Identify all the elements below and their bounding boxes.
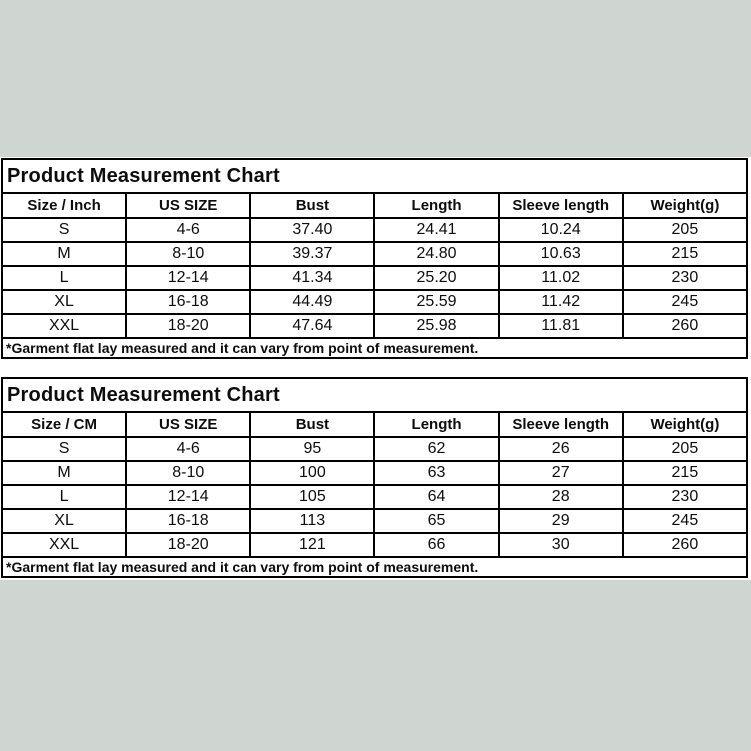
- table-cell: 39.37: [249, 241, 376, 267]
- table-cell: 47.64: [249, 313, 376, 339]
- table-cell: XXL: [0, 313, 128, 339]
- header-row: Size / Inch US SIZE Bust Length Sleeve l…: [0, 192, 749, 219]
- table-cell: 11.81: [497, 313, 624, 339]
- table-cell: 30: [497, 532, 624, 558]
- table-cell: 8-10: [125, 241, 252, 267]
- title-row: Product Measurement Chart: [1, 377, 748, 413]
- column-header-us-size: US SIZE: [125, 411, 252, 438]
- column-header-bust: Bust: [249, 411, 376, 438]
- column-header-sleeve-length: Sleeve length: [497, 192, 624, 219]
- table-cell: 28: [497, 484, 624, 510]
- table-cell: 18-20: [125, 313, 252, 339]
- table-cell: 64: [373, 484, 500, 510]
- bottom-background-band: [0, 580, 751, 751]
- table-cell: 215: [621, 460, 749, 486]
- table-row-l: L 12-14 41.34 25.20 11.02 230: [0, 265, 749, 291]
- table-cell: 100: [249, 460, 376, 486]
- footnote: *Garment flat lay measured and it can va…: [1, 556, 748, 578]
- table-cell: S: [0, 217, 128, 243]
- table-row-l: L 12-14 105 64 28 230: [0, 484, 749, 510]
- table-cell: 66: [373, 532, 500, 558]
- section-title: Product Measurement Chart: [1, 377, 748, 413]
- table-cell: XL: [0, 289, 128, 315]
- footnote: *Garment flat lay measured and it can va…: [1, 337, 748, 359]
- table-row-s: S 4-6 95 62 26 205: [0, 436, 749, 462]
- table-row-xxl: XXL 18-20 121 66 30 260: [0, 532, 749, 558]
- table-cell: 95: [249, 436, 376, 462]
- title-row: Product Measurement Chart: [1, 158, 748, 194]
- section-divider-gap: [1, 359, 748, 377]
- footnote-row: *Garment flat lay measured and it can va…: [1, 337, 748, 359]
- top-background-band: [0, 0, 751, 157]
- table-cell: 26: [497, 436, 624, 462]
- table-cell: 8-10: [125, 460, 252, 486]
- footnote-row: *Garment flat lay measured and it can va…: [1, 556, 748, 578]
- table-cell: XL: [0, 508, 128, 534]
- table-cell: 105: [249, 484, 376, 510]
- table-cell: 29: [497, 508, 624, 534]
- table-cell: 12-14: [125, 265, 252, 291]
- table-cell: 24.41: [373, 217, 500, 243]
- table-cell: 230: [621, 484, 749, 510]
- header-row: Size / CM US SIZE Bust Length Sleeve len…: [0, 411, 749, 438]
- column-header-length: Length: [373, 192, 500, 219]
- table-cell: 24.80: [373, 241, 500, 267]
- table-cell: 113: [249, 508, 376, 534]
- table-cell: 25.59: [373, 289, 500, 315]
- column-header-weight: Weight(g): [621, 411, 749, 438]
- column-header-length: Length: [373, 411, 500, 438]
- column-header-weight: Weight(g): [621, 192, 749, 219]
- table-cell: L: [0, 484, 128, 510]
- table-cell: 215: [621, 241, 749, 267]
- table-cell: 18-20: [125, 532, 252, 558]
- section-title: Product Measurement Chart: [1, 158, 748, 194]
- table-cell: 25.20: [373, 265, 500, 291]
- column-header-sleeve-length: Sleeve length: [497, 411, 624, 438]
- table-cell: 205: [621, 217, 749, 243]
- table-cell: XXL: [0, 532, 128, 558]
- table-cell: 25.98: [373, 313, 500, 339]
- measurement-table-inch: Product Measurement Chart Size / Inch US…: [0, 158, 749, 359]
- table-cell: L: [0, 265, 128, 291]
- table-cell: 37.40: [249, 217, 376, 243]
- table-cell: 11.02: [497, 265, 624, 291]
- table-cell: 65: [373, 508, 500, 534]
- table-cell: 230: [621, 265, 749, 291]
- column-header-us-size: US SIZE: [125, 192, 252, 219]
- table-row-xxl: XXL 18-20 47.64 25.98 11.81 260: [0, 313, 749, 339]
- table-row-xl: XL 16-18 44.49 25.59 11.42 245: [0, 289, 749, 315]
- table-cell: 41.34: [249, 265, 376, 291]
- table-cell: 205: [621, 436, 749, 462]
- table-cell: 121: [249, 532, 376, 558]
- measurement-table-cm: Product Measurement Chart Size / CM US S…: [0, 377, 749, 578]
- table-cell: 4-6: [125, 217, 252, 243]
- table-row-m: M 8-10 100 63 27 215: [0, 460, 749, 486]
- table-cell: 260: [621, 532, 749, 558]
- table-cell: 27: [497, 460, 624, 486]
- table-cell: S: [0, 436, 128, 462]
- table-cell: 16-18: [125, 289, 252, 315]
- table-cell: 63: [373, 460, 500, 486]
- table-row-s: S 4-6 37.40 24.41 10.24 205: [0, 217, 749, 243]
- table-row-m: M 8-10 39.37 24.80 10.63 215: [0, 241, 749, 267]
- column-header-bust: Bust: [249, 192, 376, 219]
- table-row-xl: XL 16-18 113 65 29 245: [0, 508, 749, 534]
- table-cell: 10.63: [497, 241, 624, 267]
- table-cell: 11.42: [497, 289, 624, 315]
- measurement-charts-area: Product Measurement Chart Size / Inch US…: [0, 157, 751, 580]
- table-cell: 245: [621, 289, 749, 315]
- table-cell: 16-18: [125, 508, 252, 534]
- table-cell: 260: [621, 313, 749, 339]
- column-header-size-inch: Size / Inch: [0, 192, 128, 219]
- table-cell: 4-6: [125, 436, 252, 462]
- column-header-size-cm: Size / CM: [0, 411, 128, 438]
- table-cell: 44.49: [249, 289, 376, 315]
- table-cell: 62: [373, 436, 500, 462]
- table-cell: 10.24: [497, 217, 624, 243]
- table-cell: M: [0, 241, 128, 267]
- table-cell: 245: [621, 508, 749, 534]
- table-cell: M: [0, 460, 128, 486]
- table-cell: 12-14: [125, 484, 252, 510]
